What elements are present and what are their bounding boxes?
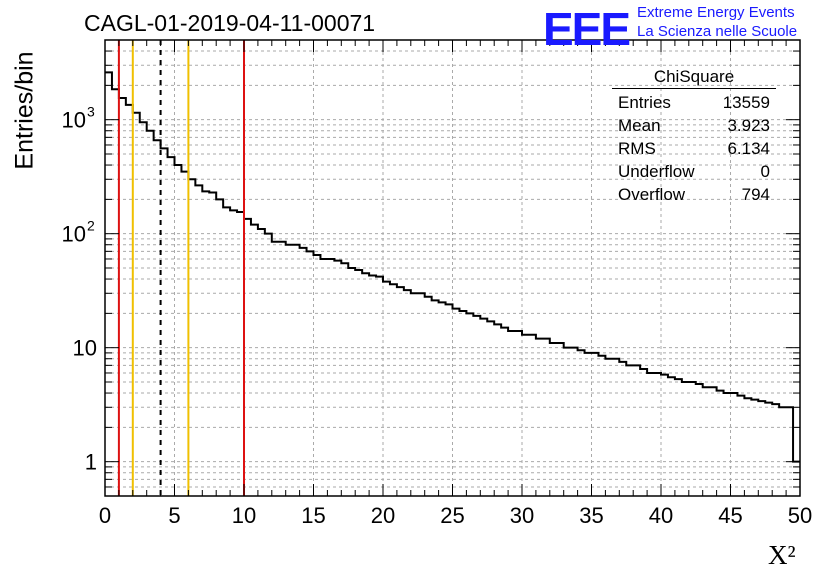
x-axis-label: X² <box>768 540 796 570</box>
reference-lines <box>117 40 245 496</box>
y-tick-label: 10 <box>62 108 86 133</box>
logo-caption: Extreme Energy Events La Scienza nelle S… <box>637 3 797 41</box>
stats-label: RMS <box>618 139 656 158</box>
x-tick-label: 0 <box>99 503 111 528</box>
histogram-step-line <box>105 71 800 463</box>
stats-value: 13559 <box>722 93 770 112</box>
stats-row-overflow: Overflow 794 <box>612 183 776 206</box>
stats-row-rms: RMS 6.134 <box>612 137 776 160</box>
x-tick-label: 40 <box>649 503 673 528</box>
chart-title: CAGL-01-2019-04-11-00071 <box>84 10 376 36</box>
plot-frame <box>104 39 801 497</box>
y-tick-exponent: 3 <box>87 104 95 120</box>
stats-value: 3.923 <box>727 116 770 135</box>
y-tick-label: 10 <box>73 336 97 361</box>
histogram-series <box>105 71 800 463</box>
y-axis-label: Entries/bin <box>10 51 39 170</box>
eee-logo: EEE <box>543 3 631 55</box>
y-tick-label: 10 <box>62 222 86 247</box>
x-tick-label: 15 <box>301 503 325 528</box>
stats-label: Overflow <box>618 185 686 204</box>
stats-label: Underflow <box>618 162 695 181</box>
x-tick-label: 35 <box>579 503 603 528</box>
logo-caption-line1: Extreme Energy Events <box>637 4 795 21</box>
stats-label: Mean <box>618 116 661 135</box>
x-tick-label: 45 <box>718 503 742 528</box>
stats-row-mean: Mean 3.923 <box>612 114 776 137</box>
x-tick-label: 20 <box>371 503 395 528</box>
stats-label: Entries <box>618 93 671 112</box>
stats-row-underflow: Underflow 0 <box>612 160 776 183</box>
stats-value: 6.134 <box>727 139 770 158</box>
stats-title: ChiSquare <box>612 67 776 89</box>
x-tick-label: 10 <box>232 503 256 528</box>
logo-caption-line2: La Scienza nelle Scuole <box>637 23 798 40</box>
stats-value: 0 <box>760 162 770 181</box>
x-tick-label: 5 <box>168 503 180 528</box>
stats-value: 794 <box>741 185 770 204</box>
y-tick-exponent: 2 <box>87 218 95 234</box>
x-tick-label: 50 <box>788 503 812 528</box>
stats-row-entries: Entries 13559 <box>612 91 776 114</box>
stats-box: ChiSquare Entries 13559 Mean 3.923 RMS 6… <box>612 67 776 206</box>
y-tick-label: 1 <box>85 450 97 475</box>
x-tick-label: 30 <box>510 503 534 528</box>
x-tick-label: 25 <box>440 503 464 528</box>
